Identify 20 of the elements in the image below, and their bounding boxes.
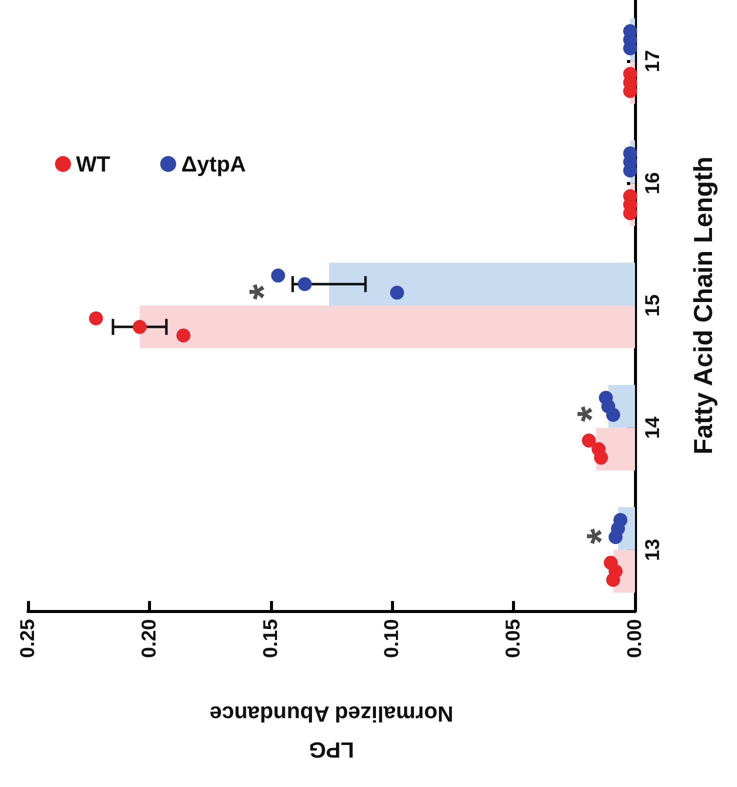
y-axis-title: Fatty Acid Chain Length [688,156,718,455]
x-tick-label: 0.00 [624,619,646,658]
x-tick-label: 0.05 [502,619,525,658]
y-tick-label: 13 [642,538,664,562]
y-tick-label: 17 [642,50,664,72]
legend-label: ΔytpA [181,152,246,176]
annotation: * [570,406,614,422]
x-axis-title: LPG Normalized Abundance [210,702,454,762]
y-tick-label: 16 [642,172,664,194]
x-tick-label: 0.10 [381,619,404,658]
y-tick-label: 15 [642,294,664,317]
y-tick-label: 14 [642,416,664,439]
legend-label: WT [76,152,111,176]
x-tick-label: 0.15 [260,619,282,658]
bar [140,306,635,348]
x-tick-label: 0.25 [17,619,39,658]
x-tick-label: 0.20 [138,619,160,658]
annotation: * [242,284,286,300]
bar [329,262,635,306]
annotation: * [580,528,624,544]
